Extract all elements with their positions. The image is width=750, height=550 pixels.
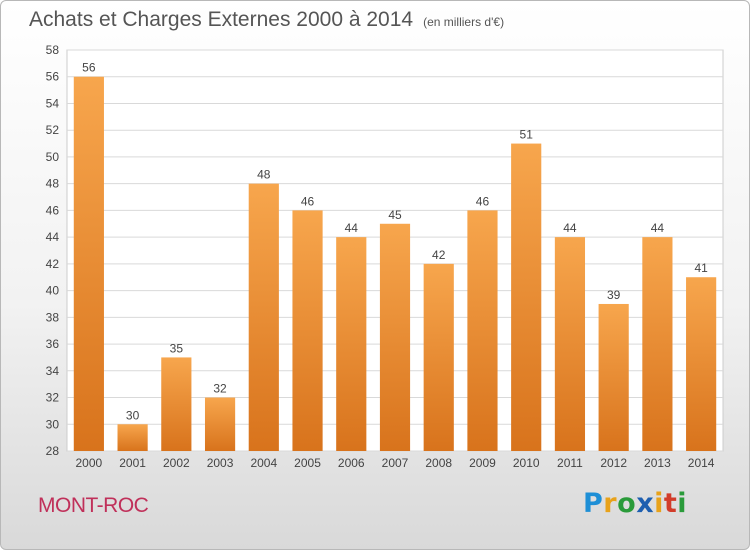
x-tick-label: 2000 bbox=[76, 456, 103, 470]
bar bbox=[511, 143, 542, 452]
bar bbox=[248, 183, 279, 451]
data-label: 51 bbox=[520, 128, 534, 142]
y-tick-label: 58 bbox=[46, 43, 60, 57]
logo-letter: i bbox=[654, 488, 664, 519]
y-tick-label: 32 bbox=[46, 391, 60, 405]
data-label: 44 bbox=[651, 221, 665, 235]
proxiti-logo: Proxiti bbox=[583, 488, 687, 519]
x-tick-label: 2013 bbox=[644, 456, 671, 470]
x-tick-label: 2011 bbox=[557, 456, 583, 470]
x-tick-label: 2007 bbox=[382, 456, 409, 470]
bar bbox=[598, 303, 629, 451]
y-tick-label: 46 bbox=[46, 203, 60, 217]
bar bbox=[117, 424, 148, 451]
bar bbox=[161, 357, 192, 451]
y-tick-label: 36 bbox=[46, 337, 60, 351]
chart-title-text: Achats et Charges Externes 2000 à 2014 bbox=[29, 8, 414, 31]
data-label: 35 bbox=[170, 341, 184, 355]
data-label: 32 bbox=[213, 382, 227, 396]
bar bbox=[292, 210, 323, 451]
bar bbox=[73, 76, 104, 451]
logo-letter: t bbox=[663, 488, 678, 519]
y-tick-label: 50 bbox=[46, 150, 60, 164]
y-tick-label: 40 bbox=[46, 284, 60, 298]
logo-letter: o bbox=[617, 488, 637, 519]
y-tick-label: 52 bbox=[46, 123, 60, 137]
data-label: 44 bbox=[345, 221, 359, 235]
data-label: 46 bbox=[476, 194, 490, 208]
bar bbox=[467, 210, 498, 451]
bar bbox=[204, 397, 236, 451]
y-tick-label: 30 bbox=[46, 417, 60, 431]
x-tick-label: 2002 bbox=[163, 456, 190, 470]
chart-title: Achats et Charges Externes 2000 à 2014 (e… bbox=[29, 8, 504, 32]
y-axis-ticks: 28 30 32 34 36 38 40 42 44 46 48 50 52 54 56 58 bbox=[46, 43, 60, 458]
data-label: 46 bbox=[301, 194, 315, 208]
data-label: 41 bbox=[694, 261, 708, 275]
bar bbox=[642, 237, 673, 451]
x-tick-label: 2005 bbox=[294, 456, 321, 470]
bar bbox=[554, 237, 586, 451]
chart-subtitle: (en milliers d'€) bbox=[423, 15, 505, 29]
logo-letter: r bbox=[603, 488, 618, 519]
logo-letter: P bbox=[583, 488, 604, 519]
data-label: 42 bbox=[432, 248, 446, 262]
logo-letter: i bbox=[677, 488, 688, 519]
y-tick-label: 34 bbox=[46, 364, 60, 378]
bars bbox=[73, 76, 717, 452]
y-tick-label: 38 bbox=[46, 310, 60, 324]
x-tick-label: 2001 bbox=[119, 456, 146, 470]
x-tick-label: 2014 bbox=[688, 456, 715, 470]
bar bbox=[379, 223, 411, 451]
x-tick-label: 2003 bbox=[207, 456, 234, 470]
y-tick-label: 54 bbox=[46, 96, 60, 110]
bar bbox=[336, 237, 367, 451]
data-label: 30 bbox=[126, 408, 140, 422]
y-tick-label: 28 bbox=[46, 444, 60, 458]
x-tick-label: 2008 bbox=[425, 456, 452, 470]
data-label: 48 bbox=[257, 168, 271, 182]
y-tick-label: 56 bbox=[46, 70, 60, 84]
y-tick-label: 42 bbox=[46, 257, 60, 271]
y-tick-label: 48 bbox=[46, 177, 60, 191]
data-label: 39 bbox=[607, 288, 621, 302]
x-tick-label: 2010 bbox=[513, 456, 540, 470]
x-tick-label: 2009 bbox=[469, 456, 496, 470]
city-name: MONT-ROC bbox=[38, 494, 149, 517]
x-axis-ticks: 2000 2001 2002 2003 2004 2005 2006 2007 2008 2009… bbox=[76, 456, 715, 470]
data-label: 44 bbox=[563, 221, 577, 235]
data-label: 56 bbox=[82, 61, 96, 75]
data-labels: 56 30 35 32 48 46 44 45 42 46 51 44 39 44 41 bbox=[82, 61, 708, 423]
y-tick-label: 44 bbox=[46, 230, 60, 244]
x-tick-label: 2012 bbox=[600, 456, 627, 470]
data-label: 45 bbox=[388, 208, 402, 222]
bar bbox=[423, 263, 454, 451]
bar bbox=[686, 277, 717, 451]
logo-letter: x bbox=[636, 488, 655, 519]
x-tick-label: 2004 bbox=[250, 456, 277, 470]
x-tick-label: 2006 bbox=[338, 456, 365, 470]
